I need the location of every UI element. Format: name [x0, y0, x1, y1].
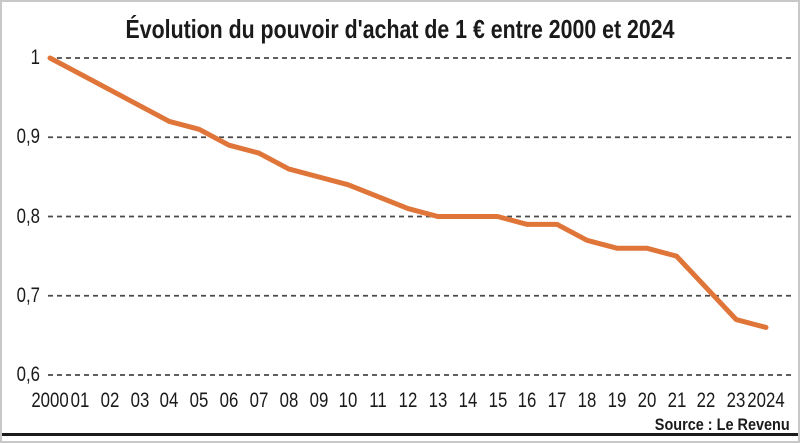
x-axis-tick-label: 03: [130, 389, 149, 412]
x-axis-tick-label: 08: [279, 389, 298, 412]
x-axis-tick-label: 13: [428, 389, 448, 412]
x-axis-tick-label: 10: [338, 389, 358, 412]
chart-title: Évolution du pouvoir d'achat de 1 € entr…: [125, 14, 675, 44]
x-axis-tick-label: 09: [309, 389, 328, 412]
x-axis-tick-label: 21: [667, 389, 686, 412]
x-axis-tick-label: 02: [100, 389, 119, 412]
x-axis-tick-label: 17: [547, 389, 567, 412]
x-axis-tick-label: 20: [637, 389, 656, 412]
y-axis-tick-label: 1: [30, 46, 40, 69]
x-axis-tick-label: 14: [458, 389, 477, 412]
x-axis-tick-label: 19: [607, 389, 627, 412]
x-axis-tick-label: 15: [488, 389, 507, 412]
x-axis-tick-label: 23: [726, 389, 746, 412]
x-axis-tick-label: 01: [70, 389, 90, 412]
x-axis-tick-label: 18: [577, 389, 597, 412]
x-axis-tick-label: 16: [517, 389, 537, 412]
x-axis-tick-label: 05: [189, 389, 209, 412]
x-axis-tick-label: 2000: [31, 389, 69, 412]
y-axis-tick-label: 0,8: [16, 204, 40, 228]
y-axis-tick-label: 0,9: [16, 125, 40, 149]
x-axis-tick-label: 04: [159, 389, 179, 412]
x-axis-tick-label: 22: [696, 389, 716, 412]
purchasing-power-line: [47, 55, 769, 330]
x-axis-tick-label: 06: [219, 389, 239, 412]
y-axis-tick-label: 0,7: [16, 283, 40, 307]
x-axis-tick-label: 07: [249, 389, 269, 412]
source-label: Source : Le Revenu: [655, 415, 790, 434]
x-axis-tick-label: 2024: [747, 389, 785, 412]
bottom-rule: [2, 433, 798, 436]
x-axis-tick-label: 12: [398, 389, 418, 412]
gridlines: [48, 57, 792, 376]
y-axis-tick-label: 0,6: [16, 363, 40, 386]
x-axis-tick-label: 11: [369, 389, 387, 412]
